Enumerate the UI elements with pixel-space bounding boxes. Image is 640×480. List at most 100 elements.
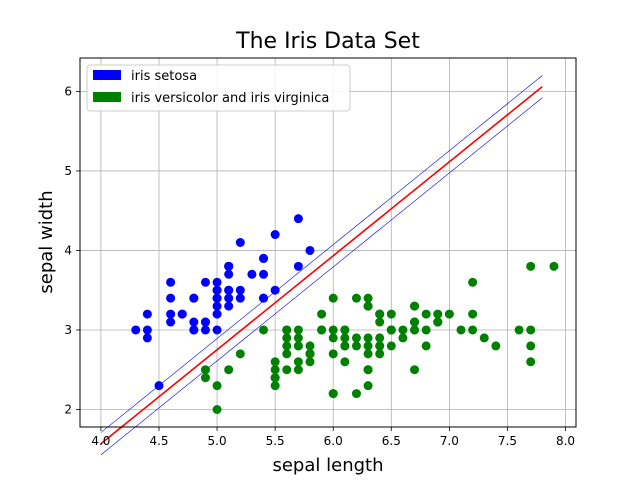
versicolor-virginica-point [282, 349, 292, 359]
versicolor-virginica-point [212, 381, 222, 391]
setosa-point [142, 325, 152, 335]
legend-label-setosa: iris setosa [131, 69, 197, 84]
versicolor-virginica-point [328, 389, 338, 399]
fit-lines [100, 75, 543, 456]
versicolor-virginica-point [456, 325, 466, 335]
legend-swatch-versicolor-virginica [93, 92, 121, 102]
setosa-point [166, 317, 176, 327]
setosa-point [166, 309, 176, 319]
versicolor-virginica-point [328, 349, 338, 359]
legend: iris setosa iris versicolor and iris vir… [86, 64, 351, 112]
versicolor-virginica-point [514, 325, 524, 335]
versicolor-virginica-point [282, 333, 292, 343]
versicolor-virginica-point [235, 349, 245, 359]
setosa-point [224, 301, 234, 311]
versicolor-virginica-point [270, 381, 280, 391]
x-tick-label: 5.0 [208, 434, 227, 448]
x-tick-label: 4.0 [91, 434, 110, 448]
versicolor-virginica-point [293, 325, 303, 335]
setosa-point [166, 277, 176, 287]
versicolor-virginica-point [375, 309, 385, 319]
versicolor-virginica-point [410, 365, 420, 375]
setosa-point [200, 277, 210, 287]
versicolor-virginica-point [363, 333, 373, 343]
legend-box [86, 64, 351, 112]
data-points [131, 214, 559, 415]
setosa-point [212, 325, 222, 335]
x-axis-label: sepal length [272, 455, 383, 476]
decision-boundary-line [100, 86, 543, 445]
versicolor-virginica-point [375, 317, 385, 327]
setosa-point [224, 285, 234, 295]
versicolor-virginica-point [351, 293, 361, 303]
setosa-point [142, 309, 152, 319]
versicolor-virginica-point [305, 349, 315, 359]
setosa-point [270, 230, 280, 240]
setosa-point [212, 285, 222, 295]
versicolor-virginica-point [293, 341, 303, 351]
versicolor-virginica-point [328, 293, 338, 303]
versicolor-virginica-point [305, 357, 315, 367]
versicolor-virginica-point [375, 333, 385, 343]
versicolor-virginica-point [351, 333, 361, 343]
setosa-point [131, 325, 141, 335]
versicolor-virginica-point [386, 325, 396, 335]
versicolor-virginica-point [340, 357, 350, 367]
versicolor-virginica-point [293, 357, 303, 367]
plot-frame [79, 57, 577, 428]
setosa-point [189, 325, 199, 335]
x-tick-label: 4.5 [149, 434, 168, 448]
versicolor-virginica-point [468, 309, 478, 319]
versicolor-virginica-point [282, 341, 292, 351]
versicolor-virginica-point [259, 325, 269, 335]
versicolor-virginica-point [363, 365, 373, 375]
versicolor-virginica-point [386, 341, 396, 351]
versicolor-virginica-point [363, 341, 373, 351]
versicolor-virginica-point [398, 333, 408, 343]
y-tick-label: 3 [64, 323, 72, 337]
versicolor-virginica-point [340, 325, 350, 335]
versicolor-virginica-point [526, 325, 536, 335]
versicolor-virginica-point [363, 381, 373, 391]
setosa-point [212, 301, 222, 311]
versicolor-virginica-point [549, 261, 559, 271]
versicolor-virginica-point [375, 349, 385, 359]
setosa-point [212, 277, 222, 287]
x-tick-label: 6.5 [382, 434, 401, 448]
versicolor-virginica-point [270, 357, 280, 367]
versicolor-virginica-point [398, 325, 408, 335]
setosa-point [259, 293, 269, 303]
legend-label-versicolor-virginica: iris versicolor and iris virginica [131, 91, 329, 106]
setosa-point [305, 245, 315, 255]
versicolor-virginica-point [351, 389, 361, 399]
versicolor-virginica-point [526, 357, 536, 367]
y-tick-label: 2 [64, 403, 72, 417]
y-tick-label: 6 [64, 84, 72, 98]
setosa-point [293, 261, 303, 271]
versicolor-virginica-point [212, 405, 222, 415]
versicolor-virginica-point [491, 341, 501, 351]
x-tick-label: 8.0 [556, 434, 575, 448]
versicolor-virginica-point [328, 333, 338, 343]
setosa-point [259, 253, 269, 263]
setosa-point [189, 317, 199, 327]
versicolor-virginica-point [293, 365, 303, 375]
setosa-point [200, 317, 210, 327]
versicolor-virginica-point [433, 317, 443, 327]
versicolor-virginica-point [200, 373, 210, 383]
setosa-point [235, 285, 245, 295]
versicolor-virginica-point [444, 309, 454, 319]
versicolor-virginica-point [293, 333, 303, 343]
versicolor-virginica-point [375, 341, 385, 351]
setosa-point [212, 293, 222, 303]
versicolor-virginica-point [200, 365, 210, 375]
versicolor-virginica-point [270, 373, 280, 383]
versicolor-virginica-point [305, 341, 315, 351]
versicolor-virginica-point [433, 309, 443, 319]
versicolor-virginica-point [270, 365, 280, 375]
versicolor-virginica-point [224, 365, 234, 375]
versicolor-virginica-point [363, 293, 373, 303]
versicolor-virginica-point [479, 333, 489, 343]
versicolor-virginica-point [410, 317, 420, 327]
setosa-point [200, 325, 210, 335]
